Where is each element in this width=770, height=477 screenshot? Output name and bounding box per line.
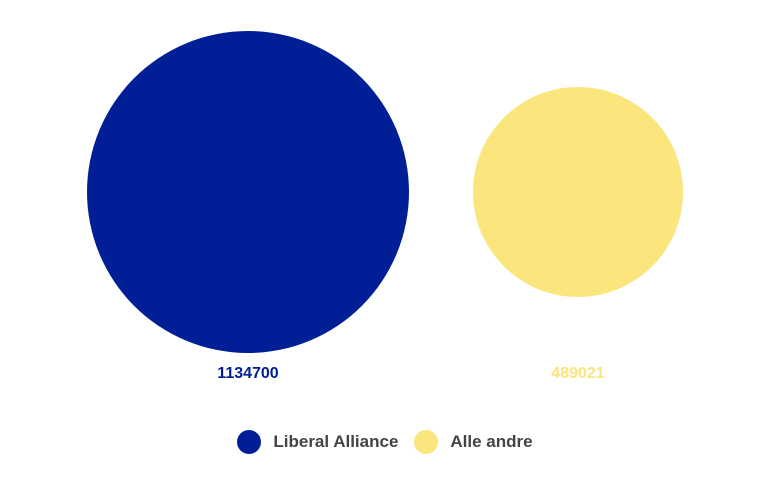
legend-item-liberal-alliance[interactable]: Liberal Alliance [237,430,398,454]
data-label-alle-andre: 489021 [551,365,604,382]
legend-swatch-liberal-alliance [237,430,262,454]
legend-label-alle-andre: Alle andre [450,432,533,451]
bubble-chart: 1134700 489021 [87,31,683,382]
legend: Liberal Alliance Alle andre [0,427,770,457]
legend-item-alle-andre[interactable]: Alle andre [414,430,533,454]
bubble-liberal-alliance[interactable] [87,31,409,353]
legend-swatch-alle-andre [414,430,439,454]
legend-label-liberal-alliance: Liberal Alliance [273,432,399,451]
data-label-liberal-alliance: 1134700 [217,365,279,382]
bubble-alle-andre[interactable] [473,87,683,297]
